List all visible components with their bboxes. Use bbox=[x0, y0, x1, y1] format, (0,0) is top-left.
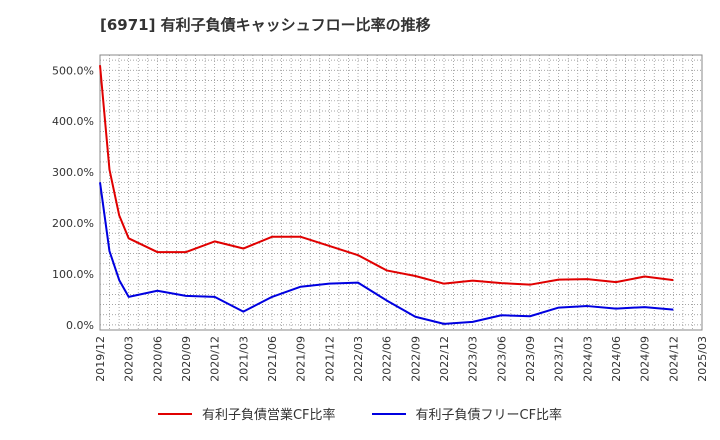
legend: 有利子負債営業CF比率 有利子負債フリーCF比率 bbox=[0, 404, 720, 423]
x-tick-label: 2019/12 bbox=[94, 336, 107, 382]
y-tick-label: 100.0% bbox=[52, 268, 94, 281]
x-tick-label: 2023/09 bbox=[524, 336, 537, 382]
y-tick-label: 300.0% bbox=[52, 166, 94, 179]
x-tick-label: 2020/06 bbox=[151, 336, 164, 382]
x-tick-label: 2020/09 bbox=[180, 336, 193, 382]
x-tick-label: 2022/12 bbox=[438, 336, 451, 382]
x-tick-label: 2024/12 bbox=[667, 336, 680, 382]
x-tick-label: 2020/12 bbox=[209, 336, 222, 382]
x-tick-label: 2022/09 bbox=[409, 336, 422, 382]
x-tick-label: 2022/06 bbox=[381, 336, 394, 382]
series-line-0 bbox=[99, 65, 674, 286]
y-tick-label: 500.0% bbox=[52, 64, 94, 77]
y-tick-label: 400.0% bbox=[52, 115, 94, 128]
x-tick-label: 2020/03 bbox=[123, 336, 136, 382]
x-tick-label: 2023/03 bbox=[467, 336, 480, 382]
x-tick-label: 2023/06 bbox=[495, 336, 508, 382]
legend-item-free-cf: 有利子負債フリーCF比率 bbox=[371, 404, 563, 423]
y-tick-label: 0.0% bbox=[66, 319, 94, 332]
x-tick-label: 2023/12 bbox=[553, 336, 566, 382]
x-tick-label: 2025/03 bbox=[696, 336, 709, 382]
axes-layer: 0.0% 100.0% 200.0% 300.0% 400.0% 500.0% 2019/1… bbox=[52, 64, 709, 381]
x-tick-label: 2021/06 bbox=[266, 336, 279, 382]
legend-label-free-cf: 有利子負債フリーCF比率 bbox=[415, 408, 563, 423]
x-tick-label: 2021/03 bbox=[237, 336, 250, 382]
legend-label-operating-cf: 有利子負債営業CF比率 bbox=[201, 408, 336, 423]
x-tick-label: 2024/03 bbox=[581, 336, 594, 382]
x-tick-label: 2021/12 bbox=[323, 336, 336, 382]
x-tick-label: 2022/03 bbox=[352, 336, 365, 382]
chart-title: [6971] 有利子負債キャッシュフロー比率の推移 bbox=[100, 16, 431, 34]
x-tick-label: 2021/09 bbox=[295, 336, 308, 382]
x-tick-label: 2024/09 bbox=[639, 336, 652, 382]
legend-item-operating-cf: 有利子負債営業CF比率 bbox=[157, 404, 336, 423]
grid-layer bbox=[99, 54, 703, 331]
legend-swatch-free-cf bbox=[371, 412, 406, 415]
x-tick-label: 2024/06 bbox=[610, 336, 623, 382]
series-layer bbox=[99, 65, 674, 325]
legend-swatch-operating-cf bbox=[157, 412, 192, 415]
y-tick-label: 200.0% bbox=[52, 217, 94, 230]
series-line-1 bbox=[99, 182, 674, 325]
